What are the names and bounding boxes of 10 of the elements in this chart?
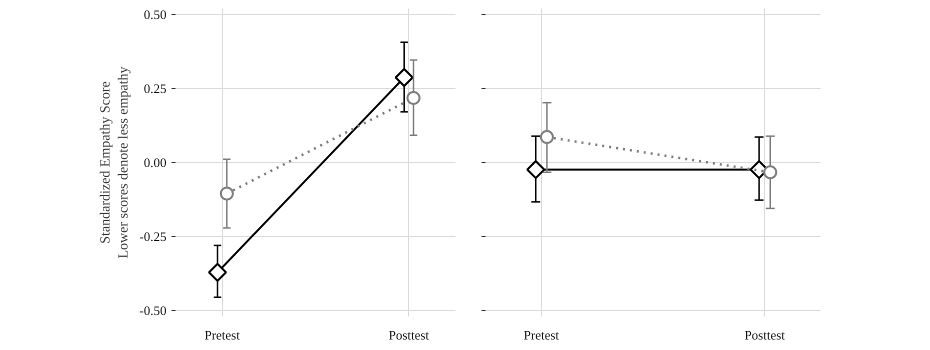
y-tick-label: -0.50 — [139, 303, 167, 318]
y-tick-label: 0.50 — [144, 6, 166, 22]
x-tick-label: Posttest — [388, 328, 430, 342]
x-tick-label: Pretest — [204, 328, 240, 342]
y-tick-label: 0.00 — [144, 155, 166, 170]
y-tick-label: -0.25 — [139, 229, 167, 244]
y-tick-label: 0.25 — [144, 80, 166, 96]
x-tick-label: Posttest — [744, 328, 786, 342]
y-axis-title: Standardized Empathy Score Lower scores denote less empathy — [98, 66, 132, 259]
x-tick-label: Pretest — [524, 328, 560, 342]
